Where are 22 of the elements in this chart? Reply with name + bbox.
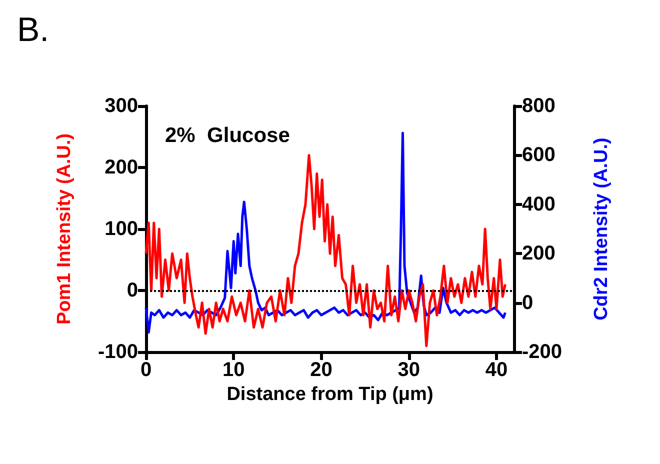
y-tick-label: 100 [104,218,138,240]
y2-tick-label: 400 [522,193,556,216]
x-tick-label: 40 [485,359,508,381]
y2-tick-label: 800 [522,95,556,117]
y2-axis-title: Cdr2 Intensity (A.U.) [591,138,612,320]
y-tick-label: 200 [104,156,138,178]
y2-tick-label: 600 [522,144,556,166]
y-tick-label: -100 [98,341,138,363]
x-tick-label: 30 [398,359,420,381]
text: 2% Glucose [165,124,290,147]
y-tick-label: 300 [104,95,138,117]
y2-tick-label: 200 [522,242,556,265]
x-tick-label: 20 [310,359,332,381]
chart-title: B. [17,11,50,49]
y2-tick-label: -200 [522,341,562,363]
y-tick-label: 0 [126,280,138,302]
line-series [144,154,506,348]
y-axis-title: Pom1 Intensity (A.U.) [54,133,75,325]
x-tick-label: 0 [140,359,152,381]
x-tick-label: 10 [222,359,245,381]
y2-tick-label: 0 [522,292,534,314]
x-axis-title: Distance from Tip (μm) [226,384,434,405]
